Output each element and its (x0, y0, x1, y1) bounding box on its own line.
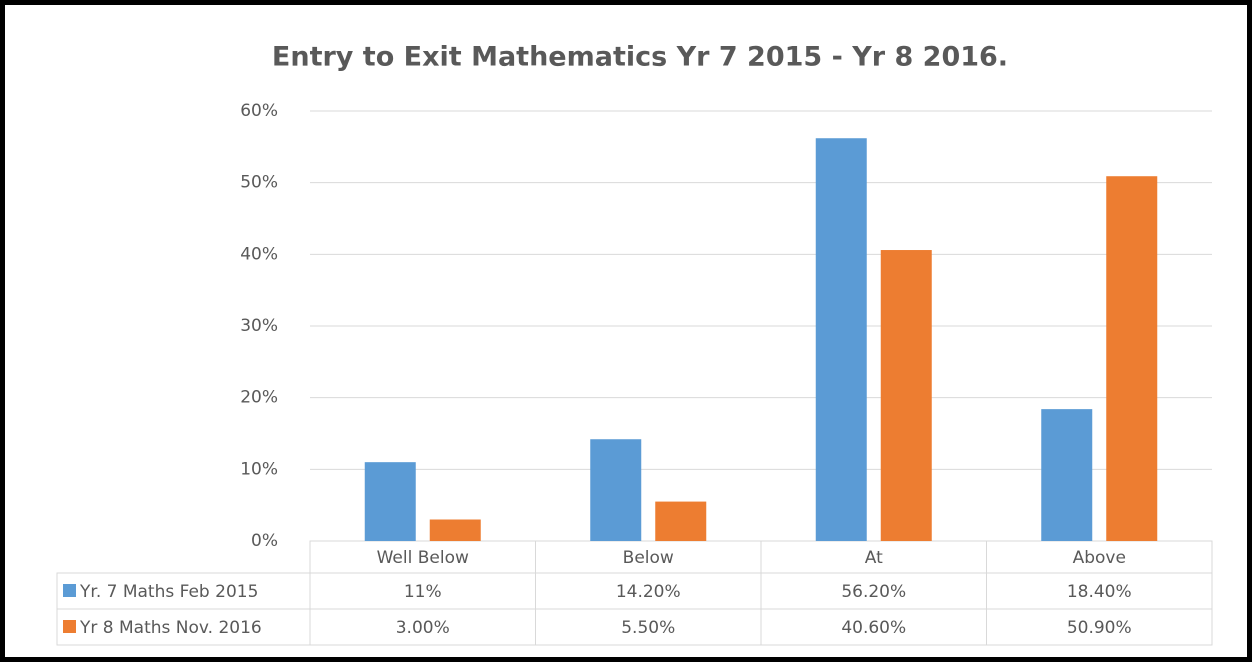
bar (880, 250, 932, 542)
legend-label: Yr. 7 Maths Feb 2015 (79, 582, 258, 602)
table-value: 3.00% (396, 618, 450, 638)
y-tick-label: 50% (240, 173, 278, 193)
legend-label: Yr 8 Maths Nov. 2016 (79, 618, 262, 638)
legend-swatch (63, 584, 76, 597)
chart-title: Entry to Exit Mathematics Yr 7 2015 - Yr… (272, 42, 1008, 73)
table-value: 18.40% (1067, 582, 1132, 602)
legend-swatch (63, 620, 76, 633)
y-tick-label: 60% (240, 101, 278, 121)
y-tick-label: 0% (251, 531, 278, 551)
table-cell (986, 608, 1213, 646)
y-tick-label: 30% (240, 316, 278, 336)
x-tick-label: Above (1073, 548, 1126, 568)
table-value: 50.90% (1067, 618, 1132, 638)
y-tick-label: 40% (240, 244, 278, 264)
bar (1106, 176, 1158, 541)
y-tick-label: 20% (240, 388, 278, 408)
table-value: 14.20% (616, 582, 681, 602)
table-value: 5.50% (621, 618, 675, 638)
bar (429, 519, 481, 541)
x-tick-label: Well Below (377, 548, 469, 568)
bar (590, 439, 642, 541)
bar (815, 138, 867, 541)
table-cell (56, 608, 311, 646)
x-tick-label: Below (623, 548, 674, 568)
bar (655, 501, 707, 541)
x-tick-label: At (865, 548, 883, 568)
table-value: 40.60% (841, 618, 906, 638)
table-value: 56.20% (841, 582, 906, 602)
y-tick-label: 10% (240, 459, 278, 479)
bar (364, 462, 416, 541)
table-value: 11% (404, 582, 442, 602)
bar (1041, 409, 1093, 541)
